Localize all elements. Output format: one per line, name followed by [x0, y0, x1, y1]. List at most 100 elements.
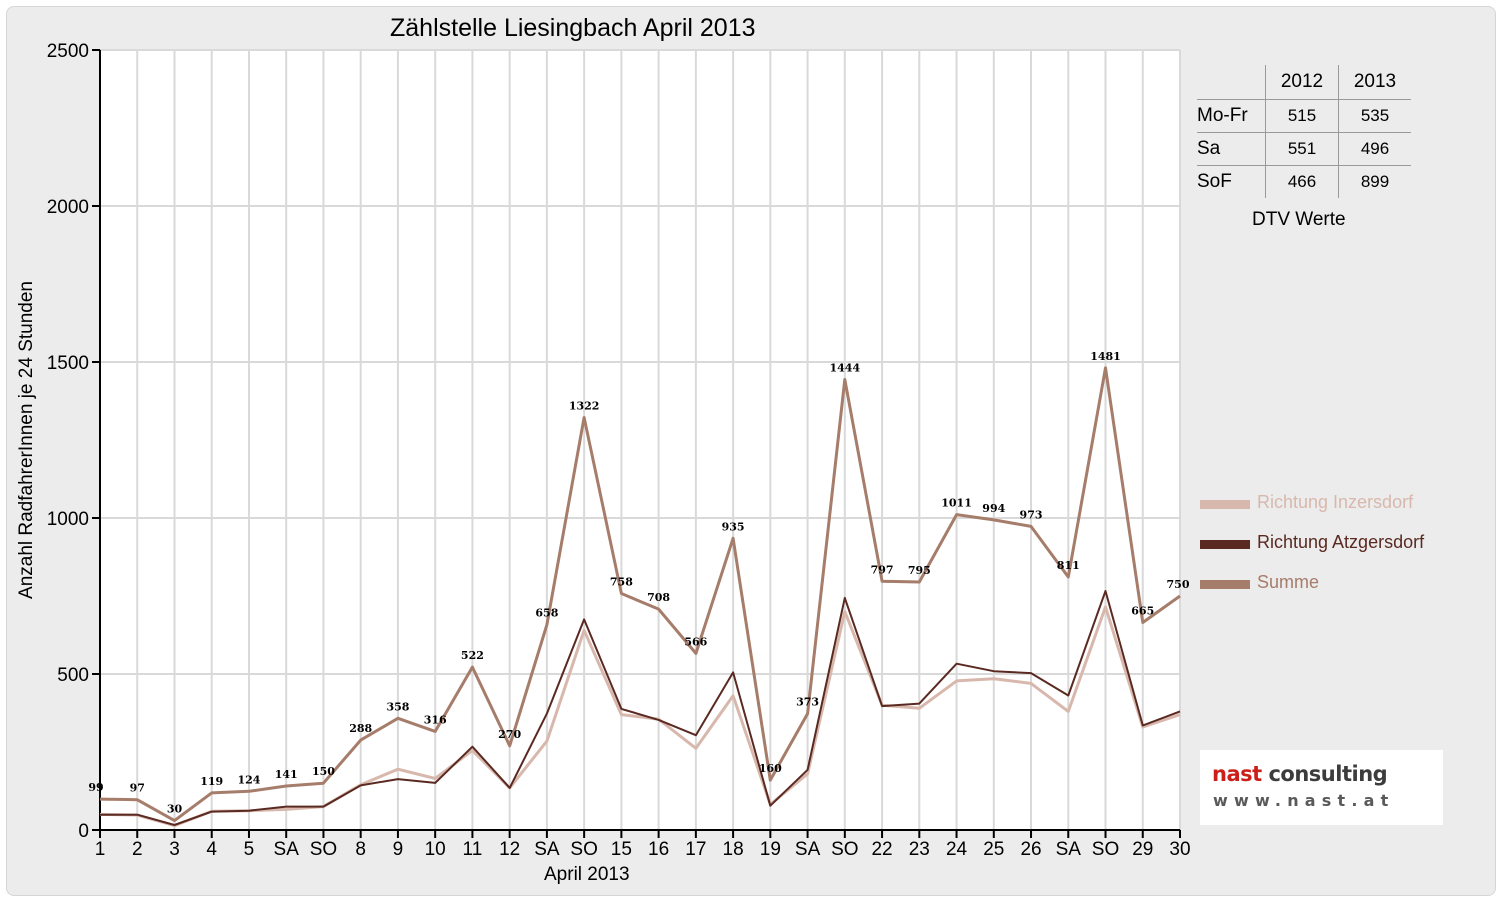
data-label: 973 [1020, 508, 1043, 521]
y-tick-label: 500 [57, 665, 89, 686]
x-tick-label: 29 [1132, 839, 1153, 860]
data-label: 935 [722, 520, 745, 533]
y-tick-label: 2000 [47, 197, 89, 218]
data-label: 97 [130, 782, 145, 795]
dtv-cell: 551 [1265, 132, 1339, 166]
data-label: 1444 [830, 361, 861, 374]
data-label: 150 [312, 765, 335, 778]
x-tick-label: 16 [648, 839, 669, 860]
dtv-cell: 466 [1265, 165, 1339, 198]
data-label: 124 [237, 773, 260, 786]
dtv-header-2013: 2013 [1338, 65, 1411, 100]
dtv-row-mo-fr: Mo-Fr 515 535 [1197, 99, 1411, 133]
x-axis-label: April 2013 [544, 864, 630, 885]
dtv-cell: 515 [1265, 99, 1339, 133]
y-axis-label: Anzahl RadfahrerInnen je 24 Stunden [16, 281, 37, 599]
dtv-table: 2012 2013 Mo-Fr 515 535 Sa 551 496 SoF 4… [1197, 65, 1411, 198]
logo-name-part2: consulting [1261, 762, 1388, 786]
data-label: 522 [461, 649, 484, 662]
x-tick-label: 1 [95, 839, 106, 860]
dtv-header-row: 2012 2013 [1197, 65, 1411, 100]
dtv-row-sof: SoF 466 899 [1197, 165, 1411, 198]
legend-label: Richtung Atzgersdorf [1257, 532, 1425, 552]
logo-url: www.nast.at [1213, 791, 1395, 810]
data-label: 1322 [569, 400, 600, 413]
logo-name-part1: nast [1212, 762, 1262, 786]
data-label: 316 [424, 713, 447, 726]
data-label: 119 [200, 775, 223, 788]
x-tick-label: SA [795, 839, 821, 860]
data-label: 797 [871, 563, 894, 576]
x-tick-label: 18 [723, 839, 744, 860]
x-tick-label: 12 [499, 839, 520, 860]
data-label: 30 [167, 803, 183, 816]
x-tick-label: 3 [169, 839, 180, 860]
legend-swatch [1200, 580, 1250, 589]
x-tick-label: 17 [685, 839, 706, 860]
series-lines [99, 366, 1181, 828]
x-tick-label: SO [310, 839, 337, 860]
x-tick-label: 5 [244, 839, 255, 860]
dtv-cell: 535 [1338, 99, 1411, 133]
company-logo: nast consulting www.nast.at [1200, 750, 1443, 825]
legend-swatch [1200, 500, 1250, 509]
plot-area-background [100, 50, 1180, 830]
data-label: 665 [1131, 605, 1154, 618]
data-labels: 99 97 30 119 124 141 150 288 358 316 522 270 658 1322… [88, 350, 1189, 816]
y-tick-label: 2500 [47, 41, 89, 62]
data-label: 160 [759, 762, 782, 775]
series-line-2 [100, 590, 1181, 826]
data-label: 758 [610, 576, 633, 589]
data-label: 270 [498, 728, 521, 741]
data-label: 373 [796, 696, 819, 709]
x-tick-label: 10 [425, 839, 446, 860]
dtv-row-label: SoF [1197, 165, 1266, 198]
dtv-caption: DTV Werte [1252, 209, 1346, 230]
data-label: 1481 [1090, 350, 1121, 363]
y-tick-label: 1500 [47, 353, 89, 374]
x-tick-label: SA [274, 839, 300, 860]
x-tick-label: SO [570, 839, 597, 860]
dtv-header-blank [1197, 65, 1266, 100]
y-tick-label: 1000 [47, 509, 89, 530]
data-label: 811 [1057, 559, 1080, 572]
dtv-row-label: Mo-Fr [1197, 99, 1266, 133]
x-tick-label: SO [831, 839, 858, 860]
data-label: 288 [349, 722, 372, 735]
x-tick-label: 2 [132, 839, 143, 860]
x-tick-label: 4 [206, 839, 217, 860]
x-tick-label: 19 [760, 839, 781, 860]
data-label: 795 [908, 564, 931, 577]
x-tick-label: SA [1056, 839, 1082, 860]
legend-label: Summe [1257, 572, 1320, 592]
data-label: 658 [535, 607, 558, 620]
x-tick-label: 30 [1169, 839, 1190, 860]
x-tick-label: 24 [946, 839, 968, 860]
data-label: 994 [982, 502, 1005, 515]
x-tick-label: 26 [1020, 839, 1041, 860]
dtv-row-label: Sa [1197, 132, 1266, 166]
data-label: 358 [386, 700, 409, 713]
y-tick-label: 0 [78, 821, 89, 842]
grid-lines [100, 49, 1181, 830]
logo-wordmark: nast consulting [1212, 762, 1388, 786]
dtv-row-sa: Sa 551 496 [1197, 132, 1411, 166]
series-line-3 [99, 366, 1181, 823]
dtv-cell: 899 [1338, 165, 1411, 198]
x-tick-label: 22 [871, 839, 892, 860]
x-tick-label: 15 [611, 839, 632, 860]
x-tick-label: SA [534, 839, 560, 860]
dtv-cell: 496 [1338, 132, 1411, 166]
x-tick-label: 23 [909, 839, 930, 860]
dtv-header-2012: 2012 [1265, 65, 1339, 100]
legend-label: Richtung Inzersdorf [1257, 492, 1414, 512]
data-label: 1011 [941, 497, 972, 510]
x-tick-label: 9 [393, 839, 404, 860]
chart-title: Zählstelle Liesingbach April 2013 [390, 14, 756, 42]
x-tick-label: 11 [463, 839, 483, 860]
x-tick-label: 25 [983, 839, 1004, 860]
series-line-1 [99, 605, 1181, 828]
data-label: 141 [275, 768, 298, 781]
